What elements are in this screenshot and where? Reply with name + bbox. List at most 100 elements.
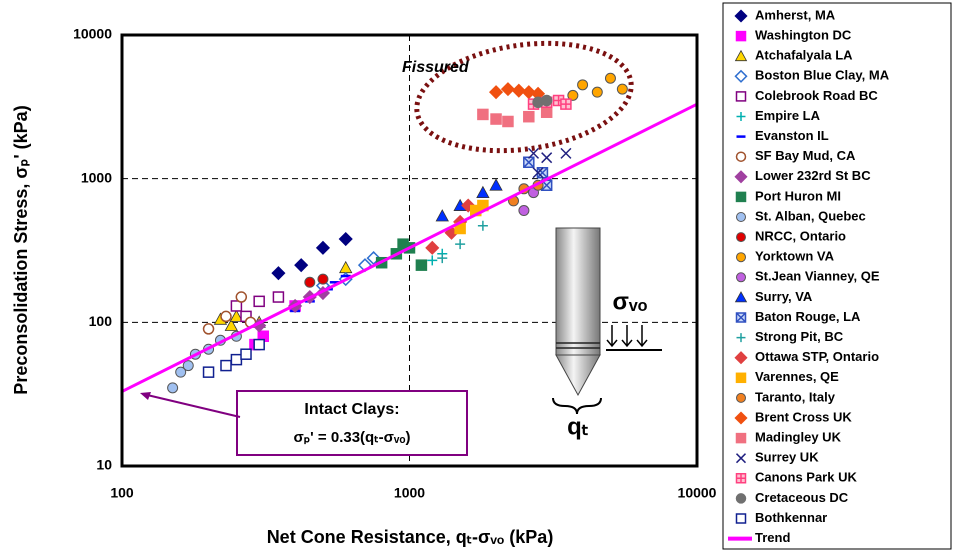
marker [736,252,746,263]
marker [523,110,535,123]
marker [253,338,265,351]
plot-area [121,34,698,467]
marker [527,147,540,159]
marker [511,83,526,98]
annotation: Fissured [402,59,470,76]
marker [220,359,232,372]
marker [560,147,572,159]
legend-label: St. Alban, Quebec [755,208,866,223]
marker [541,152,553,164]
marker [735,432,747,444]
legend-label: Atchafalyala LA [755,48,853,63]
marker [560,98,572,110]
legend-label: St.Jean Vianney, QE [755,269,880,284]
legend-label: Baton Rouge, LA [755,309,861,324]
marker [489,178,503,191]
annotation: qₜ [567,413,589,440]
marker [425,240,440,255]
marker [736,112,746,121]
marker [435,209,449,222]
legend-label: Strong Pit, BC [755,329,844,344]
legend-label: Canons Park UK [755,470,857,485]
marker [735,91,747,102]
marker [735,453,747,464]
marker [532,167,544,179]
marker [455,239,466,250]
marker [202,366,215,378]
marker [502,115,514,128]
y-tick-label: 100 [89,313,113,329]
marker [490,113,502,125]
marker [736,333,746,343]
legend-frame [722,2,952,550]
legend-label: Bothkennar [755,510,827,525]
marker [734,69,748,83]
marker [735,473,747,484]
marker [523,156,535,169]
brace [552,397,602,415]
marker [477,108,489,121]
cone-tip [555,354,601,397]
marker [735,372,747,384]
marker [437,253,448,264]
legend-label: Evanston IL [755,128,829,143]
marker [338,231,353,247]
legend-label: SF Bay Mud, CA [755,148,856,163]
marker [220,310,232,323]
marker [235,291,248,303]
marker [230,300,243,312]
marker [736,232,746,243]
marker [415,259,428,271]
y-tick-label: 10 [96,457,112,473]
marker [500,82,516,97]
marker [315,240,331,255]
y-tick-label: 10000 [73,26,112,42]
marker [577,79,589,91]
marker [518,205,530,217]
legend-label: Trend [755,530,790,545]
legend-label: Surry, VA [755,289,813,304]
marker [616,83,628,95]
marker [735,513,747,524]
marker [167,382,179,394]
marker [734,49,748,62]
marker [540,106,553,118]
marker [272,291,285,303]
annotation-box [236,390,468,456]
legend-label: Madingley UK [755,430,842,445]
annotation-arrow [142,393,241,418]
marker [604,72,616,84]
legend-label: Ottawa STP, Ontario [755,349,879,364]
x-tick-label: 1000 [394,485,425,501]
marker [317,273,329,285]
marker [476,185,490,198]
marker [240,348,252,360]
legend-label: Lower 232rd St BC [755,168,871,183]
marker [734,170,748,184]
plot-frame [120,33,699,468]
marker [734,9,748,23]
marker [736,272,746,283]
marker [427,255,438,266]
legend-label: NRCC, Ontario [755,229,846,244]
legend-label: Taranto, Italy [755,389,836,404]
annotation: Intact Clays: [304,401,399,418]
trend-line [121,102,698,393]
marker [229,309,244,322]
marker [736,392,746,403]
legend-label: Amherst, MA [755,7,836,22]
y-tick-label: 1000 [81,169,112,185]
marker [488,85,504,100]
marker [734,411,748,425]
legend-label: Port Huron MI [755,188,841,203]
x-tick-label: 10000 [678,485,717,501]
marker [175,366,187,378]
marker [202,323,215,335]
legend-label: Washington DC [755,28,852,43]
legend-label: Empire LA [755,108,821,123]
marker [339,260,353,274]
marker [224,318,238,331]
marker [271,266,286,281]
